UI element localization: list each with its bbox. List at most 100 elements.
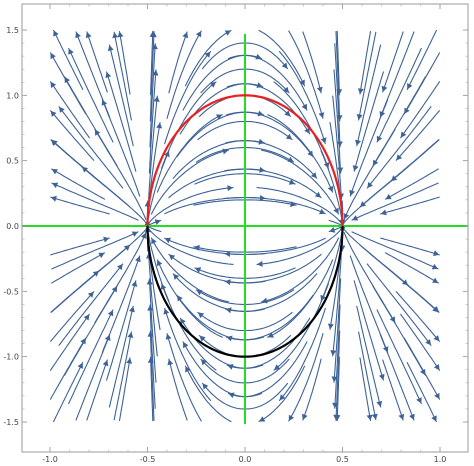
streamline xyxy=(68,47,114,143)
y-tick-label: 0.0 xyxy=(6,222,19,231)
x-tick-label: -0.5 xyxy=(140,455,156,464)
streamline xyxy=(53,362,84,422)
streamline-arrow xyxy=(185,366,191,373)
overlay-curves xyxy=(22,34,468,424)
streamline xyxy=(267,114,334,193)
streamline-arrow xyxy=(343,213,350,220)
streamline xyxy=(288,30,324,119)
streamline-arrow xyxy=(127,332,134,338)
streamline-arrow xyxy=(407,83,413,90)
streamline xyxy=(51,182,139,221)
streamline-arrow xyxy=(129,306,135,313)
streamline xyxy=(223,237,326,256)
streamline-arrow xyxy=(404,107,410,114)
streamline xyxy=(400,313,440,371)
streamline-arrow xyxy=(216,114,223,120)
streamline xyxy=(267,259,334,338)
streamline-arrow xyxy=(259,416,266,422)
streamline-arrow xyxy=(83,314,90,321)
streamline xyxy=(333,69,342,174)
streamline xyxy=(226,317,311,369)
streamline-arrow xyxy=(199,335,206,342)
streamline-arrow xyxy=(318,112,325,119)
streamline xyxy=(353,280,384,381)
streamline-arrow xyxy=(416,397,422,404)
streamline-arrow xyxy=(332,402,339,409)
streamline-arrow xyxy=(101,99,108,106)
streamline-arrow xyxy=(431,415,437,422)
streamline xyxy=(58,106,124,189)
streamline-arrow xyxy=(228,392,235,399)
streamline xyxy=(366,106,432,189)
streamline xyxy=(356,305,382,408)
streamline xyxy=(184,30,232,87)
streamline xyxy=(334,43,341,148)
streamline-arrow xyxy=(209,81,216,88)
streamline-arrow xyxy=(336,141,343,147)
streamline xyxy=(108,305,134,408)
streamline-arrow xyxy=(259,166,266,173)
streamline xyxy=(335,31,341,122)
streamline xyxy=(258,30,306,87)
streamline xyxy=(260,237,340,303)
streamline-arrow xyxy=(366,414,373,421)
streamline-arrow xyxy=(107,310,114,317)
streamline-arrow xyxy=(173,273,180,280)
streamline xyxy=(50,110,95,161)
streamline-arrow xyxy=(378,373,385,381)
streamline xyxy=(81,219,162,286)
streamline-arrow xyxy=(357,88,364,95)
streamline-arrow xyxy=(180,318,186,325)
streamline-arrow xyxy=(400,131,407,138)
streamline-arrow xyxy=(163,308,170,315)
streamline xyxy=(118,357,131,422)
streamline xyxy=(366,263,432,346)
streamline-arrow xyxy=(225,307,232,314)
streamline-arrow xyxy=(329,227,336,233)
streamline xyxy=(302,31,322,94)
streamline xyxy=(224,168,322,199)
streamline xyxy=(351,182,439,221)
streamline xyxy=(182,54,263,111)
streamline-arrow xyxy=(202,383,209,390)
streamline-arrow xyxy=(285,133,293,140)
streamline xyxy=(384,168,439,200)
streamline-arrow xyxy=(183,341,189,349)
streamline-arrow xyxy=(146,278,153,285)
streamline-arrow xyxy=(409,413,415,420)
streamline xyxy=(161,283,217,371)
streamline xyxy=(86,31,108,93)
streamline xyxy=(184,365,232,422)
streamline xyxy=(278,307,326,401)
streamline-arrow xyxy=(51,169,58,175)
streamline-arrow xyxy=(182,32,189,39)
streamline xyxy=(179,83,264,135)
streamline-arrow xyxy=(333,414,340,421)
streamline-arrow xyxy=(51,139,58,146)
streamline xyxy=(164,307,212,401)
streamline-arrow xyxy=(360,201,367,207)
streamline-arrow xyxy=(299,79,305,86)
streamline-arrow xyxy=(307,150,313,157)
streamline xyxy=(225,111,314,158)
streamline xyxy=(166,333,202,422)
streamline-arrow xyxy=(380,209,387,216)
streamline xyxy=(395,110,440,161)
streamline-arrow xyxy=(64,76,70,84)
streamline-arrow xyxy=(330,350,337,356)
streamline-arrow xyxy=(227,185,233,192)
streamline-arrow xyxy=(284,110,291,117)
streamline xyxy=(50,81,90,139)
streamline-arrow xyxy=(153,96,160,102)
streamline xyxy=(332,252,342,357)
streamline xyxy=(372,285,426,376)
streamline xyxy=(94,128,147,220)
streamline xyxy=(113,31,132,121)
streamline-arrow xyxy=(227,364,234,370)
streamline-arrow xyxy=(224,251,231,257)
streamline xyxy=(256,187,344,233)
x-tick-label: 1.0 xyxy=(434,455,447,464)
streamline-arrow xyxy=(398,413,405,421)
streamline xyxy=(258,365,306,422)
